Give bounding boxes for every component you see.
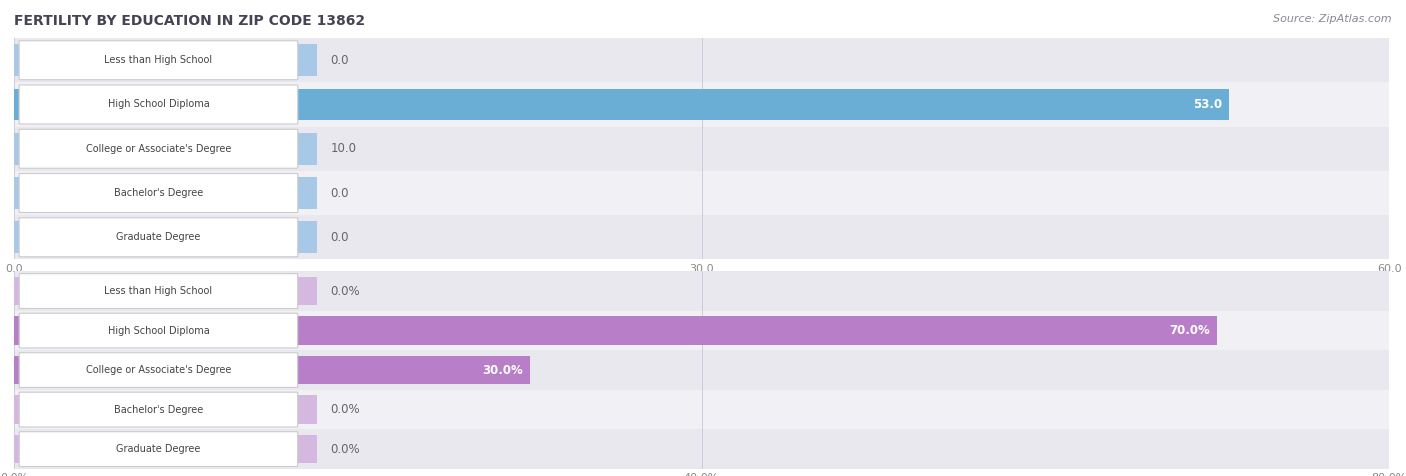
Bar [14, 311, 1389, 350]
Bar [14, 171, 1389, 215]
FancyBboxPatch shape [20, 392, 298, 427]
Bar [14, 396, 316, 424]
Bar [14, 317, 1218, 345]
Text: 0.0: 0.0 [330, 54, 349, 67]
FancyBboxPatch shape [20, 129, 298, 168]
Text: Less than High School: Less than High School [104, 286, 212, 296]
Text: 0.0%: 0.0% [330, 285, 360, 298]
Bar [14, 177, 316, 209]
Text: 0.0%: 0.0% [330, 403, 360, 416]
Bar [14, 133, 316, 165]
Text: Bachelor's Degree: Bachelor's Degree [114, 405, 202, 415]
Bar [14, 435, 316, 463]
Text: Graduate Degree: Graduate Degree [117, 232, 201, 242]
Bar [14, 390, 1389, 429]
Text: 0.0: 0.0 [330, 231, 349, 244]
Bar [14, 356, 530, 384]
Bar [14, 44, 316, 76]
Text: 53.0: 53.0 [1192, 98, 1222, 111]
Text: Graduate Degree: Graduate Degree [117, 444, 201, 454]
Bar [14, 89, 1229, 120]
FancyBboxPatch shape [20, 174, 298, 212]
Bar [14, 317, 1218, 345]
Bar [14, 215, 1389, 259]
FancyBboxPatch shape [20, 41, 298, 79]
Bar [14, 277, 316, 305]
Text: Source: ZipAtlas.com: Source: ZipAtlas.com [1274, 14, 1392, 24]
Bar [14, 127, 1389, 171]
Text: 0.0: 0.0 [330, 187, 349, 199]
FancyBboxPatch shape [20, 218, 298, 257]
Text: 70.0%: 70.0% [1170, 324, 1211, 337]
Text: High School Diploma: High School Diploma [108, 326, 209, 336]
Text: College or Associate's Degree: College or Associate's Degree [86, 144, 231, 154]
Text: FERTILITY BY EDUCATION IN ZIP CODE 13862: FERTILITY BY EDUCATION IN ZIP CODE 13862 [14, 14, 366, 28]
Bar [14, 271, 1389, 311]
Text: 0.0%: 0.0% [330, 443, 360, 456]
FancyBboxPatch shape [20, 274, 298, 308]
Bar [14, 429, 1389, 469]
FancyBboxPatch shape [20, 85, 298, 124]
Text: Less than High School: Less than High School [104, 55, 212, 65]
Bar [14, 221, 316, 253]
Bar [14, 89, 1229, 120]
FancyBboxPatch shape [20, 353, 298, 387]
Text: 30.0%: 30.0% [482, 364, 523, 377]
Bar [14, 38, 1389, 82]
Bar [14, 82, 1389, 127]
Bar [14, 350, 1389, 390]
FancyBboxPatch shape [20, 432, 298, 466]
Text: High School Diploma: High School Diploma [108, 99, 209, 109]
Text: 10.0: 10.0 [330, 142, 356, 155]
FancyBboxPatch shape [20, 313, 298, 348]
Text: Bachelor's Degree: Bachelor's Degree [114, 188, 202, 198]
Bar [14, 356, 530, 384]
Text: College or Associate's Degree: College or Associate's Degree [86, 365, 231, 375]
